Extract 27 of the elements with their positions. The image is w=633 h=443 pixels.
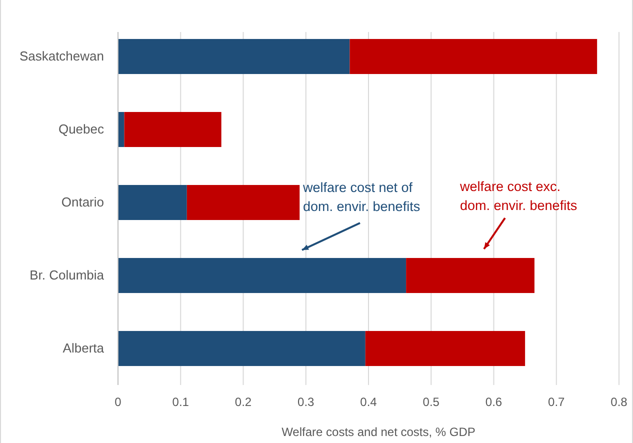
x-tick-label: 0.1 bbox=[172, 395, 190, 409]
x-tick-label: 0.7 bbox=[548, 395, 566, 409]
x-tick-label: 0.2 bbox=[234, 395, 252, 409]
x-tick-label: 0.8 bbox=[610, 395, 628, 409]
bar bbox=[118, 258, 406, 294]
bar bbox=[406, 258, 534, 294]
y-tick-label: Br. Columbia bbox=[30, 268, 105, 282]
bar bbox=[350, 38, 598, 74]
text: welfare cost exc. dom. envir. benefits bbox=[459, 179, 578, 213]
bar bbox=[118, 112, 124, 148]
bar bbox=[118, 330, 366, 366]
x-tick-label: 0.4 bbox=[360, 395, 378, 409]
x-axis-title: Welfare costs and net costs, % GDP bbox=[282, 425, 476, 439]
x-tick-label: 0.5 bbox=[422, 395, 440, 409]
bar bbox=[118, 184, 187, 220]
bar bbox=[365, 330, 526, 366]
bar bbox=[124, 112, 222, 148]
x-tick-label: 0 bbox=[114, 395, 122, 409]
bar bbox=[118, 38, 350, 74]
bar bbox=[186, 184, 300, 220]
text: welfare cost net of dom. envir. benefits bbox=[302, 180, 420, 214]
y-tick-label: Ontario bbox=[61, 194, 104, 210]
x-tick-label: 0.3 bbox=[298, 395, 315, 409]
y-tick-label: Quebec bbox=[58, 122, 104, 136]
y-tick-label: Alberta bbox=[62, 340, 105, 356]
x-tick-label: 0.6 bbox=[485, 395, 502, 409]
y-tick-label: Saskatchewan bbox=[19, 48, 104, 64]
